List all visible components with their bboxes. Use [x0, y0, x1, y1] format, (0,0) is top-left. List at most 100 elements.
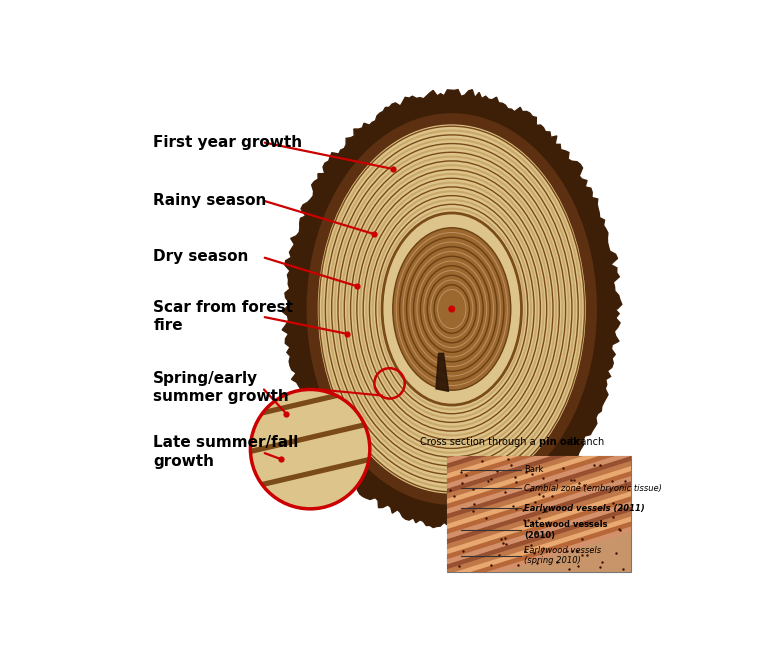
Point — [531, 528, 543, 538]
Text: Bark: Bark — [525, 465, 544, 474]
Point — [613, 524, 625, 535]
Point — [509, 472, 521, 483]
Polygon shape — [447, 396, 631, 459]
Point — [457, 546, 469, 556]
Polygon shape — [447, 511, 631, 574]
Polygon shape — [220, 326, 399, 378]
Point — [519, 545, 531, 556]
Point — [520, 466, 532, 477]
Polygon shape — [220, 350, 399, 401]
Circle shape — [449, 306, 455, 313]
Point — [456, 478, 468, 488]
Point — [537, 542, 549, 553]
Polygon shape — [220, 421, 399, 473]
Circle shape — [250, 390, 370, 509]
Point — [505, 460, 517, 470]
Polygon shape — [447, 456, 631, 519]
Point — [614, 524, 626, 535]
Point — [497, 537, 509, 548]
Polygon shape — [447, 481, 631, 544]
Polygon shape — [447, 405, 631, 468]
Point — [563, 564, 575, 574]
Text: Dry season: Dry season — [154, 250, 249, 264]
Point — [533, 489, 545, 500]
Point — [521, 514, 534, 525]
Polygon shape — [220, 414, 399, 461]
Point — [573, 478, 585, 489]
Polygon shape — [447, 491, 631, 555]
Polygon shape — [447, 451, 631, 514]
Polygon shape — [447, 476, 631, 539]
Point — [546, 491, 558, 501]
Point — [607, 511, 619, 522]
Polygon shape — [447, 466, 631, 529]
Point — [561, 545, 574, 556]
Point — [578, 480, 590, 490]
Polygon shape — [220, 361, 399, 413]
Point — [565, 475, 578, 486]
Polygon shape — [220, 378, 399, 425]
Point — [492, 466, 504, 476]
Polygon shape — [436, 353, 449, 392]
Point — [576, 549, 588, 560]
Point — [518, 515, 530, 526]
Point — [480, 512, 492, 523]
Point — [550, 474, 562, 485]
Point — [566, 546, 578, 556]
Text: Earlywood vessels
(spring 2010): Earlywood vessels (spring 2010) — [525, 546, 601, 566]
Point — [475, 456, 488, 466]
Circle shape — [250, 390, 370, 509]
Polygon shape — [447, 471, 631, 534]
Text: First year growth: First year growth — [154, 135, 303, 150]
Point — [607, 497, 619, 508]
Point — [614, 503, 627, 514]
Point — [526, 517, 538, 528]
Point — [518, 505, 530, 516]
Point — [485, 559, 498, 570]
Polygon shape — [447, 411, 631, 474]
Polygon shape — [447, 385, 631, 448]
Point — [482, 476, 494, 486]
Polygon shape — [220, 397, 399, 449]
Point — [583, 518, 595, 529]
Point — [594, 562, 607, 572]
Point — [528, 548, 540, 558]
Text: Spring/early
summer growth: Spring/early summer growth — [154, 371, 289, 404]
Polygon shape — [447, 426, 631, 489]
Point — [448, 491, 460, 501]
Ellipse shape — [318, 124, 586, 493]
Point — [595, 557, 607, 568]
Point — [510, 504, 522, 514]
Point — [537, 473, 549, 484]
Polygon shape — [220, 433, 399, 485]
Polygon shape — [447, 486, 631, 549]
Polygon shape — [447, 445, 631, 509]
Point — [502, 454, 514, 464]
Point — [538, 490, 550, 501]
Polygon shape — [447, 390, 631, 453]
Polygon shape — [220, 385, 399, 437]
Polygon shape — [282, 89, 622, 530]
Point — [540, 506, 552, 516]
Point — [529, 497, 541, 507]
Ellipse shape — [306, 113, 597, 505]
Point — [617, 564, 629, 574]
Point — [495, 533, 507, 544]
Point — [594, 459, 606, 470]
Point — [452, 560, 465, 571]
Polygon shape — [447, 496, 631, 559]
Point — [525, 539, 537, 550]
Point — [551, 556, 563, 567]
Polygon shape — [447, 430, 631, 494]
Text: Scar from forest
fire: Scar from forest fire — [154, 300, 293, 333]
Bar — [447, 456, 631, 572]
Polygon shape — [447, 380, 631, 443]
Polygon shape — [220, 342, 399, 390]
Polygon shape — [447, 436, 631, 499]
Polygon shape — [447, 516, 631, 579]
Point — [460, 470, 472, 481]
Polygon shape — [447, 441, 631, 504]
Polygon shape — [447, 521, 631, 585]
Point — [619, 476, 631, 486]
Point — [572, 560, 584, 571]
